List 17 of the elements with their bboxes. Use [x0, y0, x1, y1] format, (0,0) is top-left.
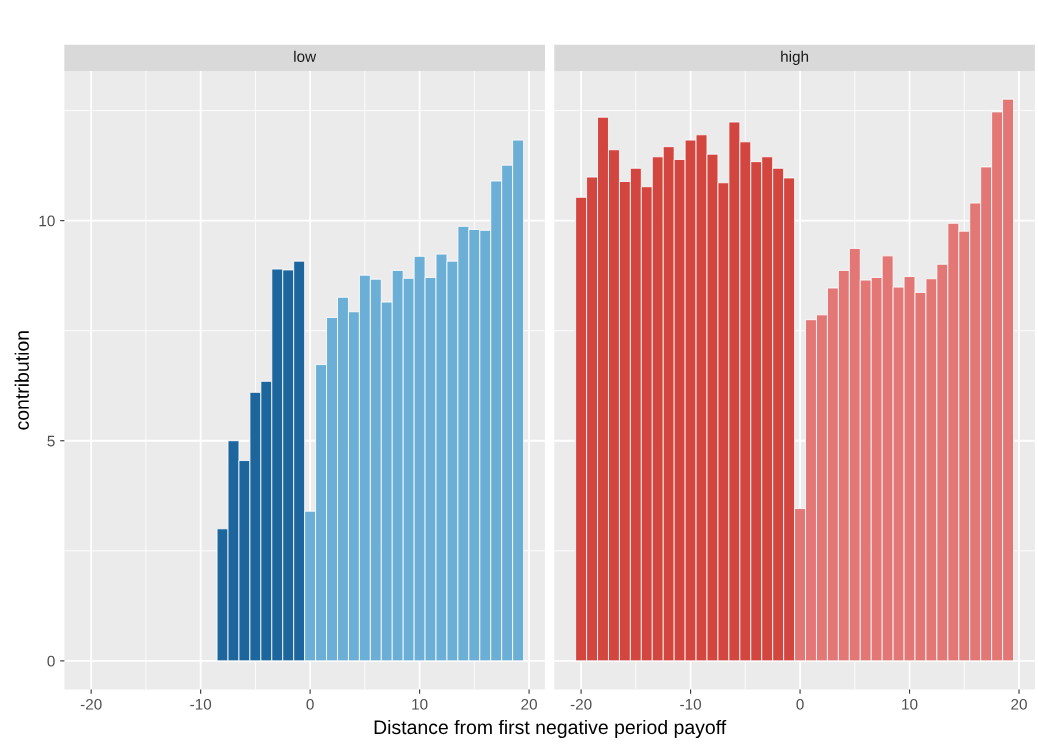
- x-tick-label: -20: [570, 698, 592, 710]
- x-axis-title: Distance from first negative period payoff: [374, 719, 727, 739]
- x-tick-label: -20: [80, 698, 102, 710]
- y-tick-label: 5: [47, 435, 55, 447]
- y-tick-label: 0: [47, 655, 55, 667]
- x-tick-label: 10: [412, 698, 428, 710]
- x-tick-label: -10: [680, 698, 702, 710]
- x-tick-label: 10: [902, 698, 918, 710]
- chart-title: high: [781, 50, 809, 66]
- x-tick-label: 20: [521, 698, 537, 710]
- y-tick-label: 10: [39, 215, 55, 227]
- chart-title: low: [294, 50, 317, 62]
- x-tick-label: -10: [190, 698, 212, 710]
- x-tick-label: 20: [1011, 698, 1027, 710]
- x-tick-label: 0: [796, 698, 804, 710]
- y-axis-title: contribution: [14, 331, 29, 430]
- x-tick-label: 0: [306, 698, 314, 710]
